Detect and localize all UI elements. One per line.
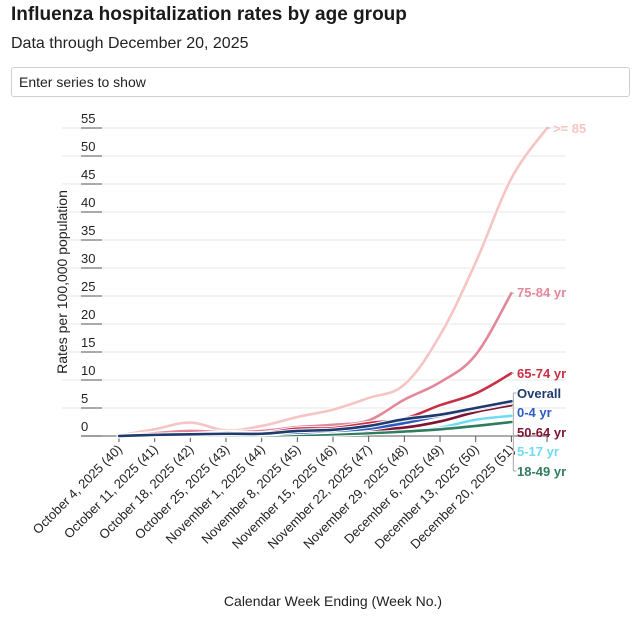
series-search-input[interactable] bbox=[12, 68, 629, 96]
series-label[interactable]: 18-49 yr bbox=[517, 464, 566, 479]
y-tick-label: 10 bbox=[81, 363, 95, 378]
chart-title: Influenza hospitalization rates by age g… bbox=[11, 4, 407, 25]
series-line[interactable] bbox=[117, 126, 549, 437]
x-axis: October 4, 2025 (40)October 11, 2025 (41… bbox=[30, 435, 548, 552]
y-tick-label: 50 bbox=[81, 139, 95, 154]
series-label[interactable]: 65-74 yr bbox=[517, 366, 566, 381]
y-tick-label: 45 bbox=[81, 167, 95, 182]
series-line[interactable] bbox=[117, 399, 513, 438]
series-label[interactable]: 5-17 yr bbox=[517, 444, 559, 459]
series-label[interactable]: Overall bbox=[517, 386, 561, 401]
y-tick-label: 30 bbox=[81, 251, 95, 266]
y-tick-label: 20 bbox=[81, 307, 95, 322]
series-labels: >= 85 75-84 yr 65-74 yr Overall 0-4 yr 50-64 … bbox=[511, 121, 586, 479]
y-tick-label: 55 bbox=[81, 111, 95, 126]
y-tick-label: 5 bbox=[81, 391, 88, 406]
gridlines bbox=[62, 127, 566, 409]
y-tick-label: 15 bbox=[81, 335, 95, 350]
y-tick-label: 40 bbox=[81, 195, 95, 210]
x-axis-title: Calendar Week Ending (Week No.) bbox=[224, 593, 442, 609]
series-label[interactable]: 50-64 yr bbox=[517, 425, 566, 440]
label-leader-bracket bbox=[512, 392, 517, 472]
series-lines bbox=[116, 125, 550, 439]
y-axis-title: Rates per 100,000 population bbox=[54, 190, 70, 374]
y-tick-label: 0 bbox=[81, 419, 88, 434]
chart-subtitle: Data through December 20, 2025 bbox=[11, 35, 249, 52]
series-label[interactable]: 75-84 yr bbox=[517, 285, 566, 300]
y-axis: 0 5 10 15 20 25 30 35 40 45 50 55 bbox=[81, 111, 102, 437]
series-line[interactable] bbox=[117, 291, 513, 438]
y-tick-label: 35 bbox=[81, 223, 95, 238]
series-search-box[interactable] bbox=[11, 67, 630, 97]
series-label[interactable]: >= 85 bbox=[553, 121, 586, 136]
y-tick-label: 25 bbox=[81, 279, 95, 294]
series-label[interactable]: 0-4 yr bbox=[517, 405, 552, 420]
